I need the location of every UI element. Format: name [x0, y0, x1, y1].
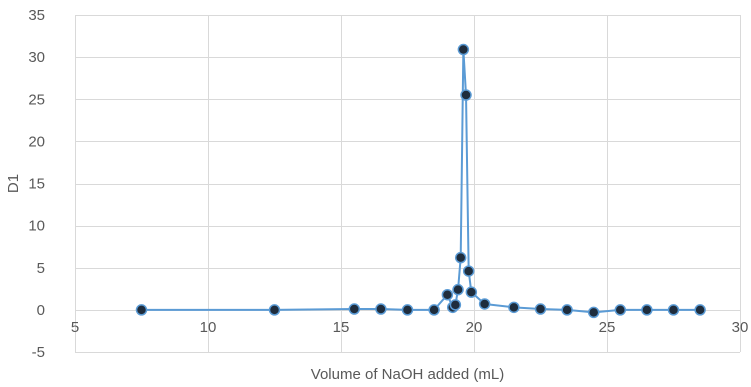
data-point: [534, 303, 547, 315]
x-tick-label: 5: [71, 319, 79, 336]
data-point: [452, 283, 464, 296]
data-point: [460, 89, 472, 101]
data-point: [449, 299, 462, 311]
data-point: [454, 251, 467, 264]
data-point: [457, 43, 470, 56]
data-point: [587, 306, 600, 319]
series-layer: [135, 43, 706, 319]
y-tick-label: 5: [37, 260, 45, 277]
data-point: [441, 288, 454, 301]
data-point: [614, 304, 627, 316]
y-tick-label: 0: [37, 302, 45, 319]
x-axis-title: Volume of NaOH added (mL): [311, 366, 504, 383]
y-tick-label: 25: [28, 91, 45, 108]
y-axis-ticks: -5 0 5 10 15 20 25 30 35: [28, 7, 45, 361]
data-point: [667, 304, 680, 316]
data-point: [462, 265, 475, 277]
data-point: [561, 304, 573, 316]
data-point: [694, 304, 706, 316]
y-tick-label: 30: [28, 49, 45, 66]
y-tick-label: 15: [28, 176, 45, 193]
series-line: [140, 48, 702, 314]
x-tick-label: 20: [466, 319, 483, 336]
data-point: [375, 303, 387, 315]
y-tick-label: 35: [28, 7, 45, 24]
data-point: [401, 304, 414, 316]
y-tick-label: 10: [28, 218, 45, 235]
gridlines: [75, 15, 741, 353]
x-tick-label: 30: [732, 319, 749, 336]
data-point: [268, 304, 281, 316]
y-axis-title: D1: [5, 174, 22, 193]
data-point: [478, 298, 491, 310]
data-point: [135, 304, 148, 316]
data-point: [641, 304, 653, 316]
x-tick-label: 25: [599, 319, 616, 336]
y-tick-label: -5: [32, 344, 45, 361]
x-tick-label: 15: [333, 319, 350, 336]
x-tick-label: 10: [200, 319, 217, 336]
data-point: [465, 286, 478, 298]
data-point: [348, 303, 361, 315]
y-tick-label: 20: [28, 133, 45, 150]
data-point: [428, 304, 440, 316]
data-point: [508, 301, 520, 314]
x-axis-ticks: 5 10 15 20 25 30: [71, 319, 749, 336]
